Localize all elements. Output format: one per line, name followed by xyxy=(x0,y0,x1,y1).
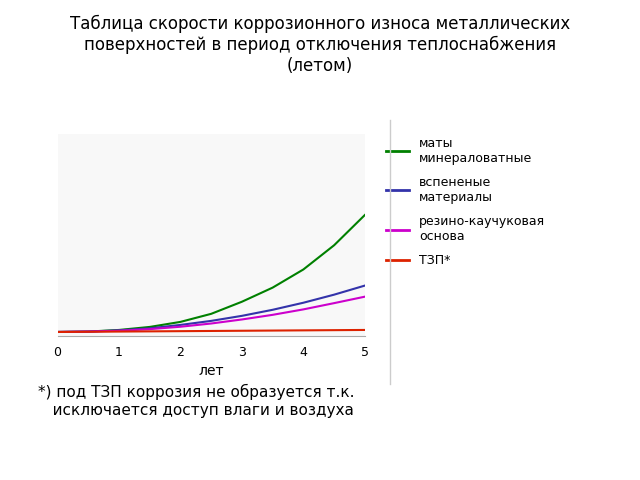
Text: *) под ТЗП коррозия не образуется т.к.
   исключается доступ влаги и воздуха: *) под ТЗП коррозия не образуется т.к. и… xyxy=(38,384,355,418)
Text: Таблица скорости коррозионного износа металлических
поверхностей в период отключ: Таблица скорости коррозионного износа ме… xyxy=(70,14,570,74)
Legend: маты
минераловатные, вспененые
материалы, резино-каучуковая
основа, ТЗП*: маты минераловатные, вспененые материалы… xyxy=(387,137,545,267)
X-axis label: лет: лет xyxy=(198,364,224,378)
